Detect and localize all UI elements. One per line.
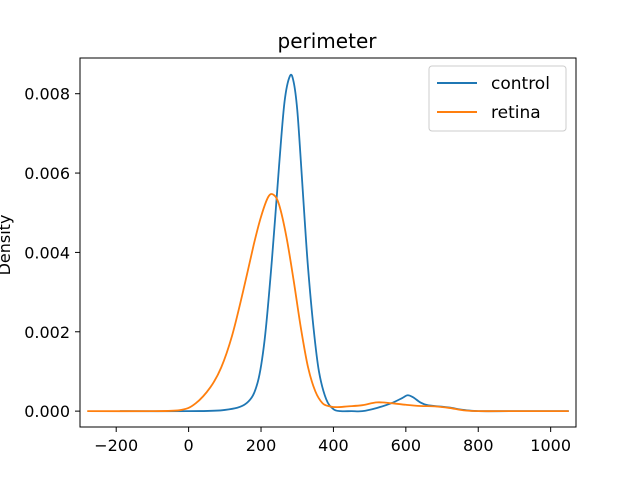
y-tick-label: 0.006	[24, 164, 70, 183]
x-tick-label: 1000	[530, 436, 571, 455]
plot-frame	[79, 57, 577, 428]
series-line-retina	[87, 193, 569, 413]
chart-title: perimeter	[278, 29, 378, 53]
x-tick-label: 400	[318, 436, 349, 455]
legend: control retina	[428, 65, 567, 132]
y-axis-label: Density	[0, 215, 14, 276]
x-tick-label: −200	[94, 436, 138, 455]
x-tick-label: 600	[391, 436, 422, 455]
x-tick-label: 200	[246, 436, 277, 455]
x-axis: −200 0 200 400 600 800 1000	[94, 427, 571, 455]
y-axis: 0.000 0.002 0.004 0.006 0.008	[24, 85, 80, 421]
x-tick-label: 0	[184, 436, 194, 455]
y-tick-label: 0.002	[24, 323, 70, 342]
series-layer	[87, 73, 569, 413]
y-tick-label: 0.000	[24, 402, 70, 421]
y-tick-label: 0.004	[24, 243, 70, 262]
x-tick-label: 800	[463, 436, 494, 455]
legend-label-retina: retina	[491, 103, 541, 123]
y-tick-label: 0.008	[24, 85, 70, 104]
legend-label-control: control	[491, 74, 550, 94]
